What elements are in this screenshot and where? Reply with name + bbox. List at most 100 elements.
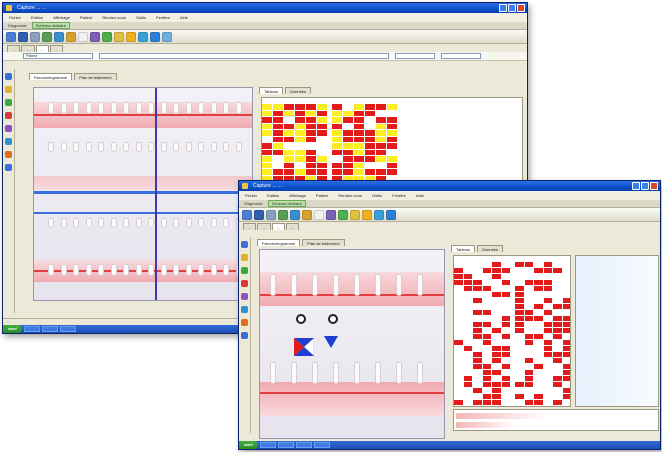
taskbar-item[interactable] xyxy=(59,326,76,332)
tab-data[interactable]: Données xyxy=(477,245,504,252)
tooth[interactable] xyxy=(73,102,79,114)
tab-table[interactable]: Tableau xyxy=(451,245,476,252)
tooth[interactable] xyxy=(148,264,154,276)
xray-icon[interactable] xyxy=(326,209,336,220)
globe-icon[interactable] xyxy=(374,209,384,220)
taskbar-item[interactable] xyxy=(295,442,312,448)
tooth[interactable] xyxy=(110,264,117,276)
menu-item[interactable]: Aide xyxy=(415,193,424,198)
menu-item[interactable]: Outils xyxy=(135,15,147,20)
menu-item[interactable]: Fichier xyxy=(245,193,258,198)
tooth-tool-icon[interactable] xyxy=(241,293,248,300)
calendar-icon[interactable] xyxy=(54,31,64,42)
stats-icon[interactable] xyxy=(5,151,12,158)
menu-item[interactable]: Patient xyxy=(315,193,329,198)
mode-dental-chart[interactable]: Schéma dentaire xyxy=(267,200,306,207)
tooth[interactable] xyxy=(291,362,297,384)
tooth[interactable] xyxy=(223,264,229,276)
minimize-button[interactable] xyxy=(499,4,507,12)
new-icon[interactable] xyxy=(6,31,16,42)
tooth[interactable] xyxy=(375,274,381,296)
tooth[interactable] xyxy=(48,142,54,152)
title-bar[interactable]: Capture ... ... xyxy=(3,3,527,13)
taskbar-item[interactable] xyxy=(259,442,276,448)
tooth[interactable] xyxy=(110,218,117,228)
patient-icon[interactable] xyxy=(278,209,288,220)
tooth[interactable] xyxy=(312,274,318,296)
tooth[interactable] xyxy=(48,264,54,276)
tooth[interactable] xyxy=(135,218,142,228)
tooth[interactable] xyxy=(60,264,67,276)
alert-icon[interactable] xyxy=(241,280,248,287)
tab-treatment-plan[interactable]: Plan de traitement xyxy=(74,73,117,80)
tooth[interactable] xyxy=(198,142,204,152)
export-icon[interactable] xyxy=(241,332,248,339)
tooth[interactable] xyxy=(198,218,204,228)
menu-item[interactable]: Outils xyxy=(371,193,383,198)
zoom-icon[interactable] xyxy=(5,73,12,80)
chart-icon[interactable] xyxy=(66,31,76,42)
tooth[interactable] xyxy=(110,142,117,152)
tooth[interactable] xyxy=(135,102,142,114)
tooth[interactable] xyxy=(73,142,79,152)
tooth[interactable] xyxy=(173,218,179,228)
tooth[interactable] xyxy=(85,218,92,228)
tooth[interactable] xyxy=(160,218,167,228)
tooth[interactable] xyxy=(198,102,204,114)
patient-field[interactable]: Patient xyxy=(23,53,93,59)
tooth[interactable] xyxy=(148,142,154,152)
mode-dental-chart[interactable]: Schéma dentaire xyxy=(31,22,70,29)
new-icon[interactable] xyxy=(242,209,252,220)
minimize-button[interactable] xyxy=(632,182,640,190)
periodontal-grid[interactable] xyxy=(261,97,523,181)
tooth[interactable] xyxy=(148,218,154,228)
refresh-icon[interactable] xyxy=(150,31,160,42)
print-icon[interactable] xyxy=(30,31,40,42)
tooth[interactable] xyxy=(291,274,297,296)
tooth[interactable] xyxy=(223,102,229,114)
menu-item[interactable]: Patient xyxy=(79,15,93,20)
tooth[interactable] xyxy=(85,102,92,114)
star-icon[interactable] xyxy=(126,31,136,42)
dental-chart[interactable] xyxy=(259,249,445,439)
tooth[interactable] xyxy=(98,218,104,228)
mode-diagnostic[interactable]: Diagnostic xyxy=(244,201,263,206)
tooth[interactable] xyxy=(210,102,217,114)
tooth[interactable] xyxy=(48,218,54,228)
letter-icon[interactable] xyxy=(350,209,360,220)
tab-4[interactable]: ... xyxy=(286,223,300,230)
tooth[interactable] xyxy=(210,218,217,228)
tooth[interactable] xyxy=(210,264,217,276)
tooth[interactable] xyxy=(235,102,242,114)
print-icon[interactable] xyxy=(266,209,276,220)
tooth[interactable] xyxy=(270,274,276,296)
menu-item[interactable]: Rendez-vous xyxy=(102,15,126,20)
tooth-icon[interactable] xyxy=(78,31,88,42)
save-icon[interactable] xyxy=(18,31,28,42)
tooth[interactable] xyxy=(375,362,381,384)
maximize-button[interactable] xyxy=(508,4,516,12)
menu-item[interactable]: Affichage xyxy=(53,15,70,20)
tab-periodontal-chart[interactable]: Parodontogramme xyxy=(257,239,301,246)
tooth[interactable] xyxy=(333,274,339,296)
tooth[interactable] xyxy=(223,218,229,228)
tab-4[interactable]: ... xyxy=(50,45,64,52)
tab-data[interactable]: Données xyxy=(285,87,312,94)
mode-diagnostic[interactable]: Diagnostic xyxy=(8,23,27,28)
stats-icon[interactable] xyxy=(241,319,248,326)
tooth[interactable] xyxy=(60,102,67,114)
tooth[interactable] xyxy=(173,102,179,114)
check-icon[interactable] xyxy=(5,99,12,106)
tooth[interactable] xyxy=(123,264,129,276)
title-bar[interactable]: Capture ... ... xyxy=(239,181,660,191)
tooth[interactable] xyxy=(185,218,192,228)
tooth-tool-icon[interactable] xyxy=(5,125,12,132)
tooth-icon[interactable] xyxy=(314,209,324,220)
calendar-icon[interactable] xyxy=(290,209,300,220)
note-icon[interactable] xyxy=(241,254,248,261)
menu-item[interactable]: Fenêtre xyxy=(156,15,170,20)
menu-item[interactable]: Aide xyxy=(179,15,188,20)
refresh-icon[interactable] xyxy=(386,209,396,220)
filter-field[interactable] xyxy=(99,53,389,59)
tooth[interactable] xyxy=(354,274,360,296)
